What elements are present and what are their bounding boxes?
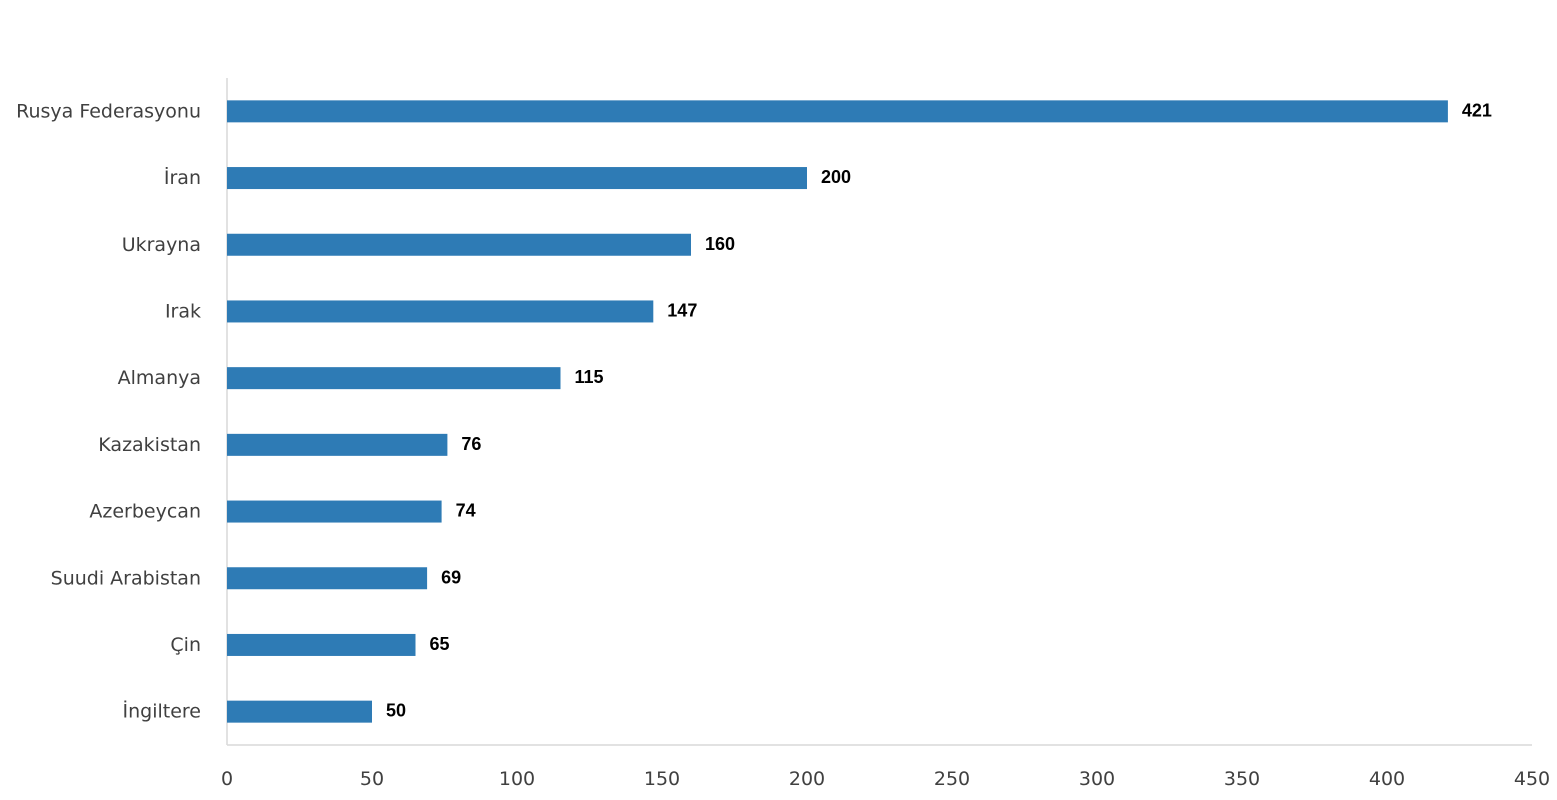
x-tick-label: 300 — [1079, 768, 1115, 790]
bar — [227, 433, 448, 456]
data-label: 421 — [1462, 100, 1492, 120]
bar — [227, 567, 428, 590]
x-tick-label: 0 — [221, 768, 233, 790]
data-label: 69 — [441, 567, 461, 587]
bar — [227, 633, 416, 656]
data-label: 147 — [667, 300, 697, 320]
bar — [227, 300, 654, 323]
x-tick-label: 450 — [1514, 768, 1550, 790]
x-tick-label: 100 — [499, 768, 535, 790]
data-label: 76 — [461, 434, 481, 454]
x-tick-label: 250 — [934, 768, 970, 790]
category-label: Azerbeycan — [89, 501, 201, 523]
bar — [227, 167, 807, 190]
category-label: İngiltere — [123, 700, 202, 723]
data-label: 50 — [386, 701, 406, 721]
data-label: 74 — [456, 501, 476, 521]
data-labels: 421 200 160 147 115 76 74 69 65 50 — [386, 100, 1492, 720]
bar — [227, 100, 1448, 123]
category-labels: Rusya Federasyonu İran Ukrayna Irak Almanya K… — [16, 100, 201, 722]
category-label: Çin — [170, 634, 201, 656]
data-label: 160 — [705, 234, 735, 254]
category-label: Kazakistan — [98, 434, 201, 456]
x-axis-tick-labels: 0 50 100 150 200 250 300 350 400 450 — [221, 768, 1550, 790]
category-label: Ukrayna — [122, 234, 201, 256]
chart-axes — [226, 78, 1532, 746]
x-tick-label: 150 — [644, 768, 680, 790]
x-tick-label: 400 — [1369, 768, 1405, 790]
bar — [227, 233, 691, 256]
category-label: Almanya — [118, 367, 201, 389]
data-label: 115 — [575, 367, 604, 387]
bar — [227, 700, 372, 723]
category-label: Rusya Federasyonu — [16, 100, 201, 122]
category-label: Irak — [165, 300, 201, 322]
category-label: Suudi Arabistan — [51, 567, 201, 589]
data-label: 200 — [821, 167, 851, 187]
bar — [227, 367, 561, 390]
bar — [227, 500, 442, 523]
x-tick-label: 200 — [789, 768, 825, 790]
x-tick-label: 50 — [360, 768, 384, 790]
bars-group — [227, 100, 1448, 723]
data-label: 65 — [430, 634, 450, 654]
category-label: İran — [164, 166, 201, 189]
x-tick-label: 350 — [1224, 768, 1260, 790]
